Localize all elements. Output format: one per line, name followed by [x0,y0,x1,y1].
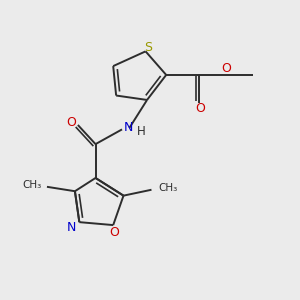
Text: S: S [145,41,152,54]
Text: O: O [109,226,119,239]
Text: O: O [221,62,231,75]
Text: O: O [195,102,205,115]
Text: CH₃: CH₃ [22,180,42,190]
Text: CH₃: CH₃ [158,183,177,193]
Text: N: N [124,122,134,134]
Text: H: H [137,125,146,138]
Text: O: O [66,116,76,129]
Text: N: N [66,221,76,234]
